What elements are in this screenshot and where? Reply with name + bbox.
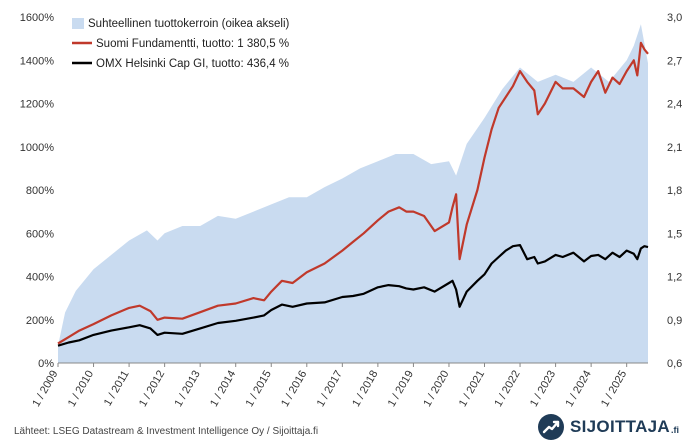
brand-name: SIJOITTAJA xyxy=(570,417,670,436)
series-area-relative-ratio xyxy=(58,24,648,363)
x-tick-label: 1 / 2015 xyxy=(244,369,274,409)
x-tick-label: 1 / 2012 xyxy=(137,369,167,409)
y-right-tick-label: 1,5 xyxy=(667,228,682,240)
legend: Suhteellinen tuottokerroin (oikea akseli… xyxy=(72,18,290,70)
growth-arrow-icon xyxy=(538,414,564,440)
brand-logo[interactable]: SIJOITTAJA .fi xyxy=(538,412,679,442)
x-tick-label: 1 / 2025 xyxy=(599,369,629,409)
x-tick-label: 1 / 2018 xyxy=(350,369,380,409)
y-left-tick-label: 200% xyxy=(26,315,54,327)
y-right-tick-label: 1,2 xyxy=(667,272,682,284)
x-tick-label: 1 / 2013 xyxy=(172,369,202,409)
x-tick-label: 1 / 2021 xyxy=(457,368,487,408)
x-tick-label: 1 / 2022 xyxy=(492,369,522,409)
y-right-tick-label: 2,4 xyxy=(667,99,682,111)
x-tick-label: 1 / 2023 xyxy=(528,369,558,409)
legend-label: Suhteellinen tuottokerroin (oikea akseli… xyxy=(88,18,290,30)
x-tick-label: 1 / 2011 xyxy=(102,369,132,409)
y-left-tick-label: 1400% xyxy=(20,55,54,67)
area-layer xyxy=(58,24,648,363)
y-right-tick-label: 2,7 xyxy=(667,55,682,67)
x-tick-label: 1 / 2017 xyxy=(315,369,345,409)
y-left-tick-label: 1200% xyxy=(20,99,54,111)
y-left-tick-label: 800% xyxy=(26,185,54,197)
y-right-tick-label: 0,6 xyxy=(667,358,682,370)
y-left-tick-label: 0% xyxy=(38,358,54,370)
x-tick-label: 1 / 2020 xyxy=(421,369,451,409)
legend-swatch-area xyxy=(72,18,84,29)
source-note: Lähteet: LSEG Datastream & Investment In… xyxy=(14,426,319,437)
x-tick-label: 1 / 2009 xyxy=(30,369,60,409)
y-right-tick-label: 0,9 xyxy=(667,315,682,327)
y-right-tick-label: 3,0 xyxy=(667,12,682,24)
x-tick-label: 1 / 2024 xyxy=(563,369,593,409)
y-left-tick-label: 1600% xyxy=(20,12,54,24)
y-left-tick-label: 600% xyxy=(26,228,54,240)
x-tick-label: 1 / 2019 xyxy=(386,369,416,409)
y-right-tick-label: 2,1 xyxy=(667,142,682,154)
y-left-tick-label: 1000% xyxy=(20,142,54,154)
legend-label: OMX Helsinki Cap GI, tuotto: 436,4 % xyxy=(96,58,289,70)
y-left-tick-label: 400% xyxy=(26,272,54,284)
x-tick-label: 1 / 2014 xyxy=(208,369,238,409)
line-layer xyxy=(57,41,649,347)
x-tick-label: 1 / 2016 xyxy=(279,369,309,409)
series-line-suomi-fundamentti xyxy=(57,41,649,345)
brand-suffix: .fi xyxy=(670,425,679,435)
y-right-tick-label: 1,8 xyxy=(667,185,682,197)
series-line-omx-helsinki xyxy=(57,244,649,347)
legend-label: Suomi Fundamentti, tuotto: 1 380,5 % xyxy=(96,38,289,50)
x-tick-label: 1 / 2010 xyxy=(66,369,96,409)
